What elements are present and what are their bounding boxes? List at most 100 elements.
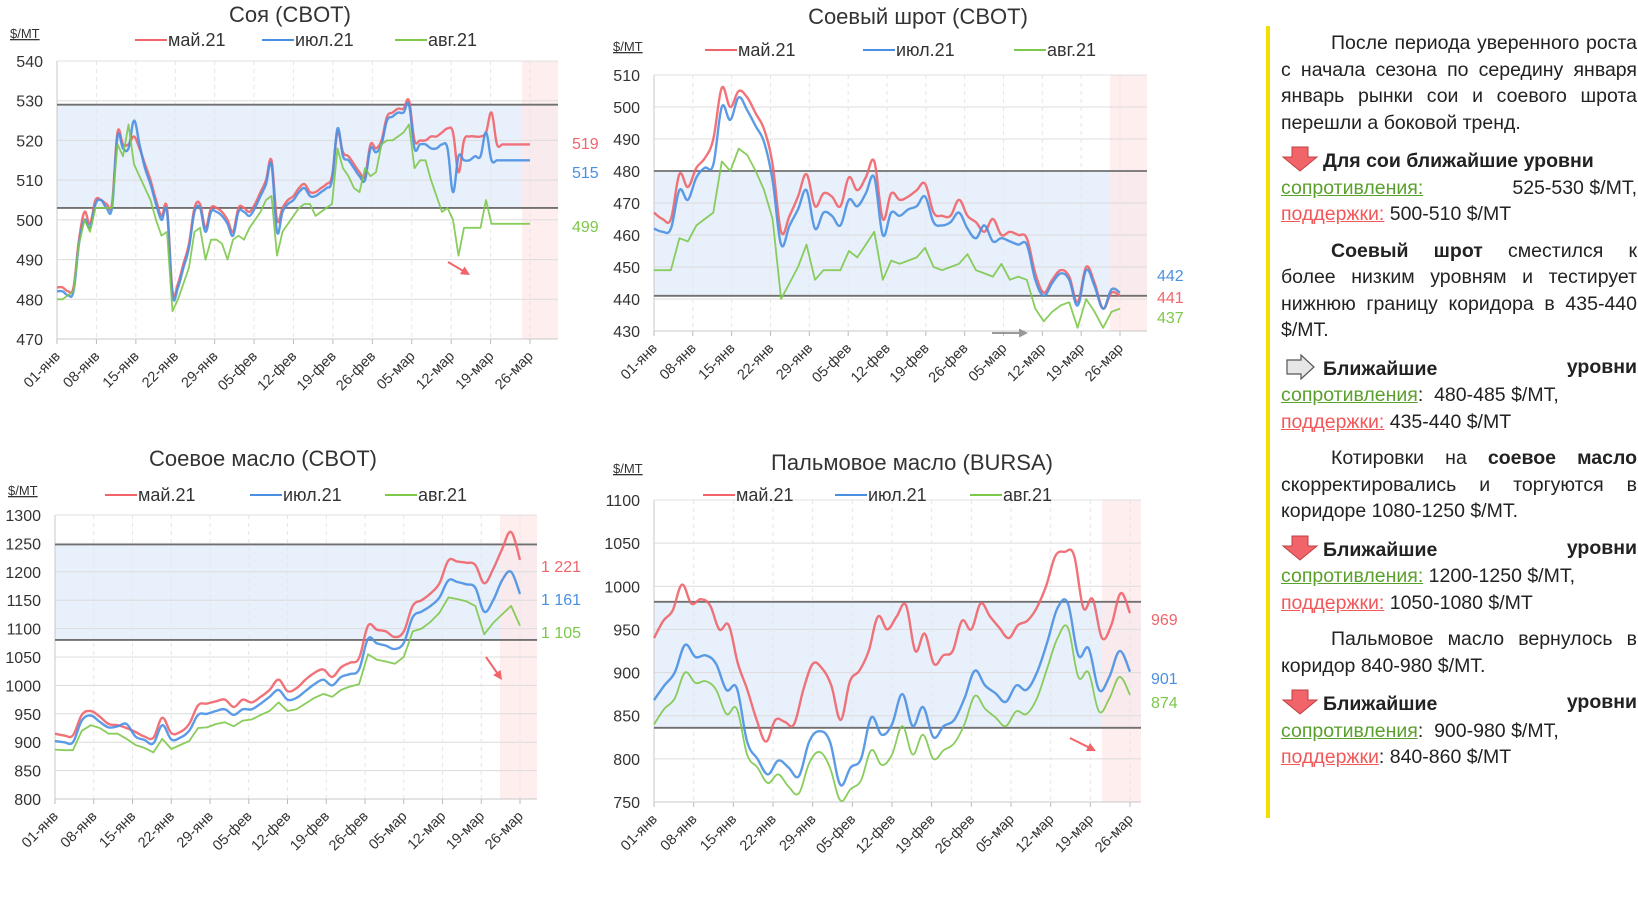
trend-arrow-shaft bbox=[1069, 737, 1092, 750]
y-tick-label: 430 bbox=[613, 324, 640, 341]
y-unit-label: $/MT bbox=[613, 461, 643, 476]
oil-levels-heading-left: Ближайшие bbox=[1323, 538, 1438, 561]
commentary-oil: Котировки на соевое масло скорректировал… bbox=[1281, 445, 1637, 525]
trend-arrow-down-icon bbox=[493, 670, 502, 680]
y-tick-label: 530 bbox=[16, 94, 43, 111]
y-tick-label: 490 bbox=[16, 253, 43, 270]
commentary-palm: Пальмовое масло вернулось в коридор 840-… bbox=[1281, 628, 1637, 677]
arrow-down-red-icon bbox=[1281, 146, 1319, 172]
legend-label-may: май.21 bbox=[738, 40, 795, 60]
x-tick-label: 29-янв bbox=[179, 348, 222, 391]
end-value-label-may: 1 221 bbox=[541, 559, 581, 576]
trend-arrow-right-icon bbox=[1019, 328, 1028, 338]
x-tick-label: 15-янв bbox=[100, 348, 143, 391]
y-tick-label: 750 bbox=[613, 795, 640, 812]
x-tick-label: 12-фев bbox=[853, 811, 899, 857]
end-value-label-may: 519 bbox=[572, 136, 599, 153]
y-tick-label: 480 bbox=[16, 292, 43, 309]
chart-soymeal: Соевый шрот (CBOT) $/MT 430 440 450 460 470 480… bbox=[613, 4, 1184, 386]
end-value-label-jul: 901 bbox=[1151, 671, 1178, 688]
x-tick-label: 05-мар bbox=[374, 349, 419, 394]
y-tick-label: 470 bbox=[16, 332, 43, 349]
meal-text: сместился к более низким уровням и тести… bbox=[1281, 239, 1638, 342]
y-tick-label: 440 bbox=[613, 292, 640, 309]
x-tick-label: 01-янв bbox=[618, 340, 661, 383]
palm-levels-heading-right: уровни bbox=[1566, 691, 1637, 713]
y-tick-label: 480 bbox=[613, 164, 640, 181]
arrow-right-gray-icon bbox=[1286, 353, 1315, 380]
y-tick-label: 1200 bbox=[5, 565, 41, 582]
chart-title: Соевый шрот (CBOT) bbox=[808, 4, 1028, 29]
y-tick-label: 1000 bbox=[5, 678, 41, 695]
x-tick-label: 19-фев bbox=[893, 811, 939, 857]
x-tick-label: 15-янв bbox=[696, 340, 739, 383]
x-tick-label: 15-янв bbox=[697, 811, 740, 854]
x-tick-label: 05-мар bbox=[973, 812, 1018, 857]
x-tick-label: 22-янв bbox=[737, 811, 780, 854]
x-tick-label: 26-мар bbox=[492, 349, 537, 394]
y-tick-label: 1100 bbox=[7, 622, 42, 639]
y-tick-label: 900 bbox=[613, 666, 640, 683]
x-tick-label: 12-фев bbox=[255, 348, 301, 394]
y-tick-label: 1150 bbox=[7, 593, 42, 610]
chart-title: Соя (CBOT) bbox=[229, 2, 351, 27]
x-tick-label: 01-янв bbox=[19, 808, 62, 851]
x-tick-label: 05-фев bbox=[215, 348, 261, 394]
oil-levels-block: Ближайшие уровни сопротивления: 1200-1250… bbox=[1281, 535, 1637, 617]
commentary-meal: Соевый шрот сместился к более низким уро… bbox=[1281, 238, 1637, 344]
legend-label-aug: авг.21 bbox=[1003, 485, 1052, 505]
x-tick-label: 12-мар bbox=[405, 809, 450, 854]
x-tick-label: 26-фев bbox=[333, 348, 379, 394]
y-tick-label: 850 bbox=[613, 709, 640, 726]
meal-support-value: 435-440 $/MT bbox=[1389, 410, 1512, 433]
x-tick-label: 26-фев bbox=[326, 808, 372, 854]
x-tick-label: 19-мар bbox=[1053, 812, 1098, 857]
x-tick-label: 15-янв bbox=[97, 808, 140, 851]
arrow-down-red-icon bbox=[1281, 535, 1319, 561]
x-tick-label: 08-янв bbox=[658, 811, 701, 854]
y-tick-label: 850 bbox=[14, 764, 41, 781]
series-line-aug bbox=[654, 147, 1121, 329]
palm-resistance-value: : 900-980 $/MT, bbox=[1417, 719, 1559, 742]
x-tick-label: 26-мар bbox=[482, 809, 527, 854]
oil-support-value: 1050-1080 $/MT bbox=[1389, 591, 1533, 614]
meal-levels-block: Ближайшие уровни сопротивления: 480-485 $… bbox=[1281, 353, 1637, 436]
end-value-label-aug: 499 bbox=[572, 219, 599, 236]
legend-label-may: май.21 bbox=[736, 485, 793, 505]
soy-support-value: 500-510 $/MT bbox=[1389, 203, 1512, 225]
y-tick-label: 800 bbox=[613, 752, 640, 769]
x-tick-label: 12-мар bbox=[413, 349, 458, 394]
series-line-aug bbox=[54, 596, 521, 754]
x-tick-label: 26-мар bbox=[1082, 341, 1127, 386]
y-tick-label: 510 bbox=[613, 68, 640, 85]
x-tick-label: 19-мар bbox=[1043, 341, 1088, 386]
x-tick-label: 12-мар bbox=[1013, 812, 1058, 857]
y-unit-label: $/MT bbox=[8, 483, 38, 498]
x-tick-label: 08-янв bbox=[60, 348, 103, 391]
y-tick-label: 900 bbox=[14, 735, 41, 752]
y-tick-label: 500 bbox=[16, 213, 43, 230]
trend-arrow-shaft bbox=[485, 656, 500, 676]
y-tick-label: 1100 bbox=[606, 493, 641, 510]
x-tick-label: 05-мар bbox=[366, 809, 411, 854]
x-tick-label: 05-фев bbox=[210, 808, 256, 854]
palm-resistance-label: сопротивления bbox=[1281, 719, 1418, 742]
end-value-label-may: 969 bbox=[1151, 612, 1178, 629]
chart-palmoil: Пальмовое масло (BURSA) $/MT 750 800 850 900 9… bbox=[604, 450, 1178, 857]
oil-pre: Котировки на bbox=[1331, 447, 1467, 469]
legend-label-jul: июл.21 bbox=[896, 40, 955, 60]
end-value-label-jul: 515 bbox=[572, 165, 599, 182]
x-tick-label: 01-янв bbox=[21, 348, 64, 391]
x-tick-label: 26-фев bbox=[932, 811, 978, 857]
x-tick-label: 01-янв bbox=[618, 811, 661, 854]
y-tick-label: 950 bbox=[613, 622, 640, 639]
oil-resistance-value: 1200-1250 $/MT, bbox=[1428, 565, 1576, 587]
y-unit-label: $/MT bbox=[613, 39, 643, 54]
meal-resistance-label: сопротивления bbox=[1281, 384, 1418, 406]
y-tick-label: 1050 bbox=[604, 536, 640, 553]
legend-label-jul: июл.21 bbox=[868, 485, 927, 505]
chart-soy: Соя (CBOT) $/MT 470 480 490 500 510 520 530 540 01… bbox=[10, 2, 599, 394]
chart-soyoil: Соевое масло (CBOT) $/MT 800 850 900 950 1000 1… bbox=[5, 446, 581, 854]
y-tick-label: 520 bbox=[16, 133, 43, 150]
soy-resistance-value: 525-530 $/MT, bbox=[1512, 176, 1637, 199]
